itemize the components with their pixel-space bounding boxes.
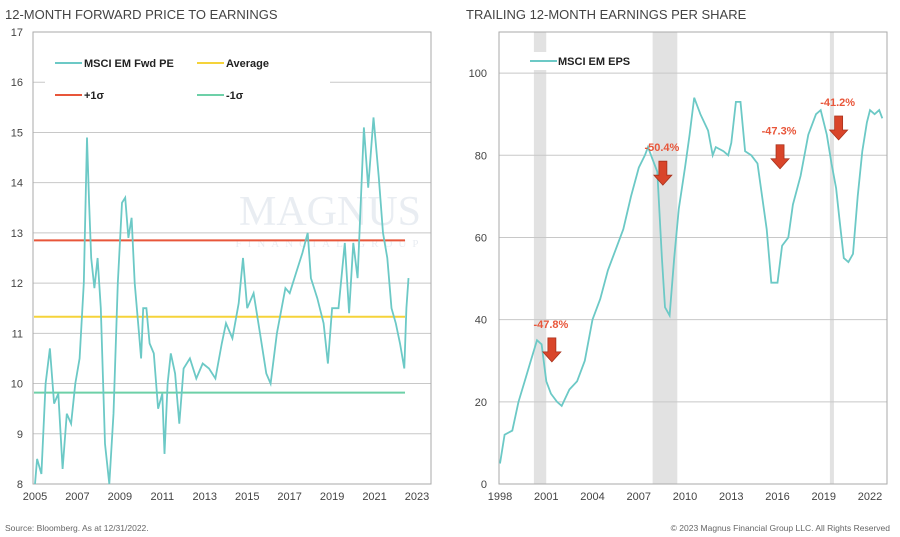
x-tick-label: 2019	[812, 491, 836, 503]
x-tick-label: 2007	[627, 491, 651, 503]
y-tick-label: 15	[11, 127, 23, 139]
y-tick-label: 11	[12, 328, 23, 340]
y-tick-label: 12	[11, 278, 23, 290]
legend-label: MSCI EM EPS	[558, 56, 630, 68]
y-tick-label: 60	[475, 232, 487, 244]
recession-band	[533, 32, 547, 484]
x-tick-label: 2019	[320, 491, 344, 503]
y-tick-label: 8	[17, 479, 23, 491]
x-tick-label: 2009	[108, 491, 132, 503]
down-arrow-icon	[770, 144, 790, 170]
y-tick-label: 0	[481, 479, 487, 491]
x-tick-label: 2017	[277, 491, 301, 503]
x-tick-label: 2015	[235, 491, 259, 503]
legend-box	[45, 50, 330, 105]
legend-label: MSCI EM Fwd PE	[84, 58, 174, 70]
x-tick-label: 2022	[858, 491, 882, 503]
source-note: Source: Bloomberg. As at 12/31/2022.	[5, 523, 149, 533]
recession-band	[829, 32, 834, 484]
x-tick-label: 2005	[23, 491, 47, 503]
y-tick-label: 100	[469, 68, 487, 80]
eps-chart: TRAILING 12-MONTH EARNINGS PER SHARE 0 20 4…	[466, 7, 888, 503]
down-arrow-icon	[652, 160, 673, 186]
series-line	[34, 117, 410, 485]
chart-title: 12-MONTH FORWARD PRICE TO EARNINGS	[5, 7, 278, 22]
y-tick-label: 20	[475, 397, 487, 409]
x-tick-label: 1998	[488, 491, 512, 503]
y-tick-label: 9	[17, 429, 23, 441]
y-tick-label: 10	[11, 379, 23, 391]
legend-label: -1σ	[226, 90, 244, 102]
x-tick-label: 2023	[405, 491, 429, 503]
watermark-logo: MAGNUS	[239, 189, 421, 235]
x-tick-label: 2013	[719, 491, 743, 503]
plot-frame	[32, 31, 432, 485]
x-tick-label: 2001	[534, 491, 558, 503]
drawdown-label: -47.3%	[762, 126, 797, 138]
x-tick-label: 2011	[151, 491, 175, 503]
x-tick-label: 2010	[673, 491, 697, 503]
series-line	[499, 97, 884, 464]
down-arrow-icon	[541, 337, 562, 363]
x-tick-label: 2016	[765, 491, 789, 503]
x-tick-label: 2007	[65, 491, 89, 503]
recession-band	[652, 32, 678, 484]
y-tick-label: 80	[475, 150, 487, 162]
legend-box	[528, 52, 638, 70]
x-tick-label: 2021	[362, 491, 386, 503]
plot-frame	[498, 31, 888, 485]
legend-label: Average	[226, 58, 269, 70]
drawdown-label: -47.8%	[533, 319, 568, 331]
drawdown-label: -41.2%	[820, 97, 855, 109]
chart-title: TRAILING 12-MONTH EARNINGS PER SHARE	[466, 7, 747, 22]
x-tick-label: 2004	[580, 491, 604, 503]
copyright-note: © 2023 Magnus Financial Group LLC. All R…	[671, 523, 891, 533]
legend-label: +1σ	[84, 90, 105, 102]
y-tick-label: 16	[11, 77, 23, 89]
y-tick-label: 13	[11, 228, 23, 240]
y-tick-label: 17	[11, 27, 23, 39]
x-tick-label: 2013	[193, 491, 217, 503]
y-tick-label: 40	[475, 315, 487, 327]
pe-chart: 12-MONTH FORWARD PRICE TO EARNINGS 8 9 10 11…	[5, 7, 432, 503]
y-tick-label: 14	[11, 178, 23, 190]
down-arrow-icon	[828, 115, 849, 141]
drawdown-label: -50.4%	[644, 142, 679, 154]
